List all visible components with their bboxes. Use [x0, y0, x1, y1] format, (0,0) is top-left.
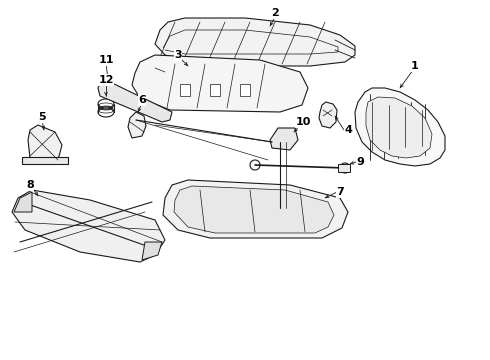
Text: 11: 11 [98, 55, 114, 65]
Text: 12: 12 [98, 75, 114, 85]
Text: 8: 8 [26, 180, 34, 190]
Polygon shape [14, 192, 32, 212]
Polygon shape [28, 125, 62, 164]
Polygon shape [180, 84, 190, 96]
Polygon shape [174, 186, 334, 233]
Text: 5: 5 [38, 112, 46, 122]
Text: 2: 2 [271, 8, 279, 18]
Polygon shape [12, 190, 165, 262]
Polygon shape [338, 164, 350, 172]
Polygon shape [210, 84, 220, 96]
Polygon shape [270, 128, 298, 150]
Text: 6: 6 [138, 95, 146, 105]
Polygon shape [128, 112, 146, 138]
Polygon shape [132, 55, 308, 112]
Polygon shape [98, 80, 172, 122]
Text: 3: 3 [174, 50, 182, 60]
Text: 4: 4 [344, 125, 352, 135]
Polygon shape [355, 88, 445, 166]
Polygon shape [240, 84, 250, 96]
Polygon shape [366, 97, 432, 158]
Polygon shape [319, 102, 337, 128]
Text: 9: 9 [356, 157, 364, 167]
Polygon shape [22, 157, 68, 164]
Polygon shape [155, 18, 355, 66]
Text: 7: 7 [336, 187, 344, 197]
Polygon shape [142, 242, 162, 260]
Polygon shape [163, 180, 348, 238]
Text: 10: 10 [295, 117, 311, 127]
Text: 1: 1 [411, 61, 419, 71]
